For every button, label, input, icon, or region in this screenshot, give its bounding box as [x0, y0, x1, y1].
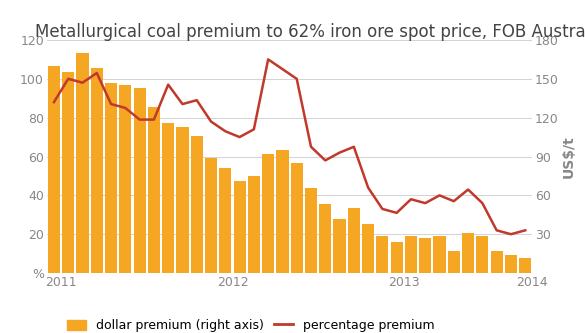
- Bar: [133, 88, 146, 273]
- Bar: [191, 136, 203, 273]
- Bar: [347, 208, 360, 273]
- Bar: [505, 255, 517, 273]
- Bar: [491, 251, 503, 273]
- Bar: [248, 176, 260, 273]
- Bar: [262, 154, 274, 273]
- Bar: [205, 158, 217, 273]
- Bar: [376, 235, 388, 273]
- Bar: [162, 123, 174, 273]
- Bar: [433, 235, 446, 273]
- Bar: [462, 233, 474, 273]
- Bar: [476, 235, 488, 273]
- Bar: [105, 83, 117, 273]
- Bar: [405, 235, 417, 273]
- Bar: [305, 187, 317, 273]
- Bar: [419, 238, 431, 273]
- Bar: [48, 66, 60, 273]
- Bar: [276, 150, 288, 273]
- Bar: [62, 72, 74, 273]
- Bar: [91, 69, 103, 273]
- Bar: [391, 242, 402, 273]
- Bar: [177, 127, 188, 273]
- Bar: [448, 251, 460, 273]
- Y-axis label: US$/t: US$/t: [562, 135, 576, 178]
- Bar: [219, 168, 232, 273]
- Bar: [333, 219, 346, 273]
- Legend: dollar premium (right axis), percentage premium: dollar premium (right axis), percentage …: [67, 319, 434, 332]
- Bar: [291, 163, 303, 273]
- Bar: [233, 181, 246, 273]
- Text: Metallurgical coal premium to 62% iron ore spot price, FOB Australia: Metallurgical coal premium to 62% iron o…: [35, 23, 585, 41]
- Bar: [362, 224, 374, 273]
- Bar: [77, 53, 88, 273]
- Bar: [319, 204, 331, 273]
- Bar: [519, 257, 531, 273]
- Bar: [119, 85, 132, 273]
- Bar: [148, 107, 160, 273]
